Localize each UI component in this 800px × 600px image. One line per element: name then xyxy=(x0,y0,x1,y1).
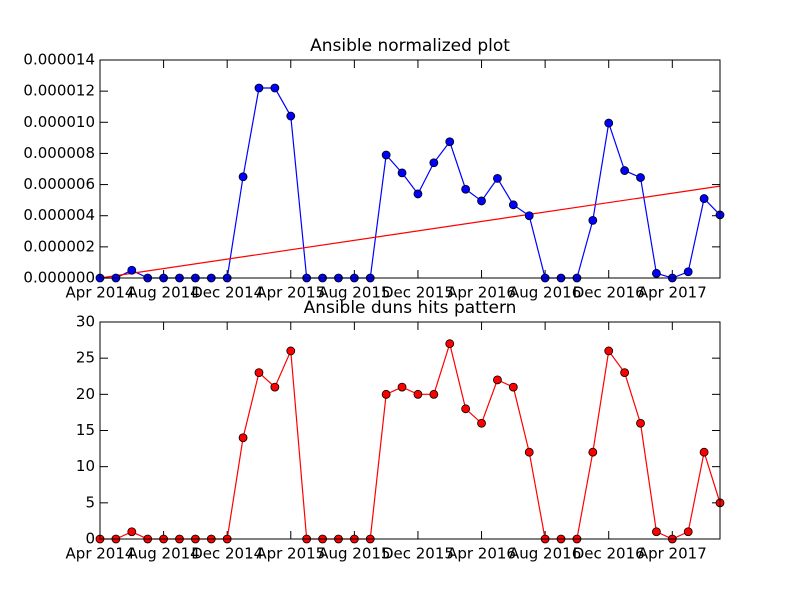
y-tick-label: 0.000006 xyxy=(23,175,95,193)
x-tick-label: Aug 2016 xyxy=(509,284,581,302)
data-point xyxy=(604,346,614,356)
x-tick-label: Aug 2014 xyxy=(127,284,199,302)
y-tick-label: 20 xyxy=(76,385,95,403)
y-tick-label: 5 xyxy=(85,493,95,511)
data-point xyxy=(127,527,137,537)
data-point xyxy=(127,265,137,275)
trend-line xyxy=(99,185,721,279)
data-point xyxy=(699,194,709,203)
x-tick-label: Dec 2015 xyxy=(382,545,454,563)
data-point xyxy=(620,368,630,378)
data-point xyxy=(652,527,661,537)
x-tick-label: Dec 2014 xyxy=(191,545,263,563)
data-point xyxy=(381,150,391,160)
data-point xyxy=(445,339,455,349)
data-point xyxy=(429,158,439,168)
data-point xyxy=(429,389,439,399)
data-point xyxy=(524,447,534,457)
y-tick-label: 10 xyxy=(76,457,95,475)
x-tick-label: Apr 2017 xyxy=(638,284,707,302)
y-tick-label: 15 xyxy=(76,421,95,439)
y-tick-label: 0.000010 xyxy=(23,113,95,131)
data-point xyxy=(397,382,407,392)
data-point xyxy=(270,382,280,392)
data-point xyxy=(683,527,693,537)
data-point xyxy=(588,215,598,225)
plot-frame xyxy=(99,321,721,540)
data-point xyxy=(381,389,391,399)
data-point xyxy=(699,447,709,457)
data-point xyxy=(493,173,502,183)
y-tick-label: 0.000008 xyxy=(23,144,95,162)
x-tick-label: Dec 2014 xyxy=(191,284,263,302)
data-point xyxy=(620,166,630,175)
x-tick-label: Apr 2014 xyxy=(66,284,135,302)
x-tick-label: Aug 2016 xyxy=(509,545,581,563)
data-point xyxy=(445,137,455,147)
data-point xyxy=(636,173,645,182)
x-tick-label: Apr 2016 xyxy=(447,545,516,563)
y-tick-label: 30 xyxy=(76,313,95,331)
data-point xyxy=(413,189,423,199)
y-tick-label: 0 xyxy=(85,530,95,548)
x-tick-label: Aug 2015 xyxy=(318,284,390,302)
x-tick-label: Apr 2017 xyxy=(638,545,707,563)
data-point xyxy=(238,433,248,443)
y-tick-label: 0.000004 xyxy=(23,206,95,224)
data-point xyxy=(413,389,423,399)
data-point xyxy=(652,268,661,278)
data-point xyxy=(508,382,518,392)
data-point xyxy=(636,418,645,428)
data-point xyxy=(254,83,264,93)
x-tick-label: Dec 2016 xyxy=(573,284,645,302)
data-point xyxy=(461,184,471,194)
y-tick-label: 0.000000 xyxy=(23,269,95,287)
x-tick-label: Aug 2015 xyxy=(318,545,390,563)
data-point xyxy=(254,368,264,378)
y-tick-label: 25 xyxy=(76,349,95,367)
x-tick-label: Apr 2015 xyxy=(256,284,325,302)
x-tick-label: Apr 2016 xyxy=(447,284,516,302)
data-point xyxy=(683,267,693,277)
data-point xyxy=(286,111,296,121)
data-point xyxy=(461,404,471,414)
data-point xyxy=(477,196,486,206)
x-tick-label: Apr 2014 xyxy=(66,545,135,563)
data-point xyxy=(508,200,518,210)
data-point xyxy=(604,118,614,128)
data-point xyxy=(477,418,486,428)
y-tick-label: 0.000002 xyxy=(23,237,95,255)
x-tick-label: Dec 2016 xyxy=(573,545,645,563)
x-tick-label: Apr 2015 xyxy=(256,545,325,563)
x-tick-label: Aug 2014 xyxy=(127,545,199,563)
data-point xyxy=(524,211,534,221)
data-point xyxy=(270,83,280,93)
data-point xyxy=(493,375,502,385)
data-point xyxy=(588,447,598,457)
data-point xyxy=(397,168,407,178)
y-tick-label: 0.000014 xyxy=(23,51,95,69)
x-tick-label: Dec 2015 xyxy=(382,284,454,302)
chart-title: Ansible duns hits pattern xyxy=(304,298,517,318)
data-point xyxy=(238,172,248,182)
data-point xyxy=(286,346,296,356)
plot-frame xyxy=(99,59,721,279)
chart-title: Ansible normalized plot xyxy=(310,36,510,56)
y-tick-label: 0.000012 xyxy=(23,82,95,100)
